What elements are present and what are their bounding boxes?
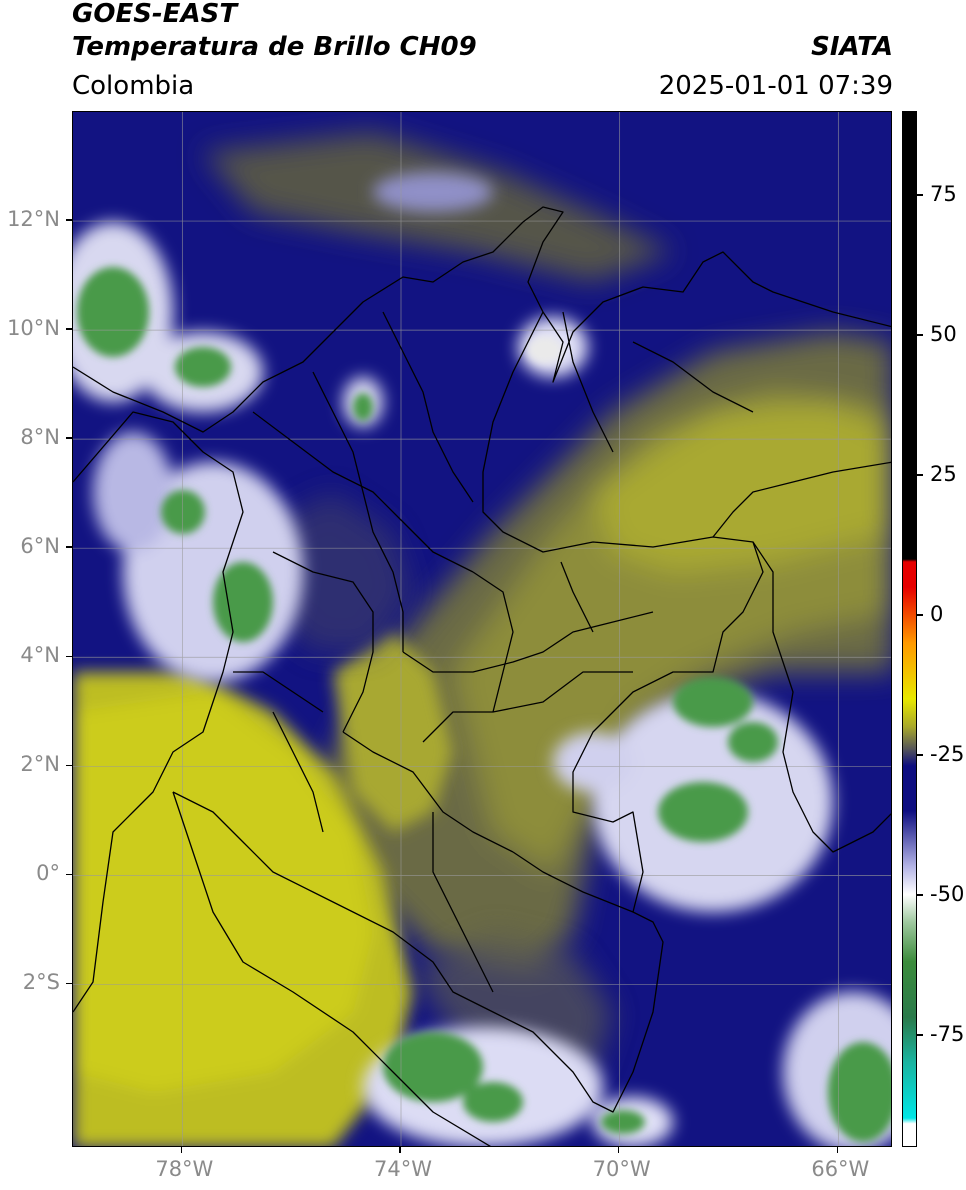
cold-cores: [77, 267, 891, 1142]
colorbar-label: 75: [930, 182, 957, 206]
lat-label: 2°S: [22, 970, 60, 995]
lon-label: 70°W: [592, 1157, 651, 1181]
lat-label: 10°N: [7, 316, 60, 341]
colorbar-label: 0: [930, 602, 944, 626]
lat-label: 6°N: [20, 534, 60, 559]
colorbar-label: -50: [930, 882, 965, 906]
brand-label: SIATA: [811, 32, 893, 62]
lon-label: 66°W: [811, 1157, 870, 1181]
lat-label: 8°N: [20, 425, 60, 450]
colorbar-tick: [917, 894, 923, 896]
colorbar-label: -25: [930, 742, 965, 766]
lat-label: 4°N: [20, 643, 60, 668]
region-label: Colombia: [72, 71, 195, 101]
datetime-label: 2025-01-01 07:39: [658, 71, 893, 101]
lat-tick: [66, 982, 72, 985]
graticule: [73, 112, 891, 1146]
yellow-region: [73, 632, 453, 1146]
lon-label: 74°W: [374, 1157, 432, 1181]
lat-tick: [66, 764, 72, 767]
colorbar-label: 25: [930, 462, 957, 486]
lat-label: 2°N: [20, 752, 60, 777]
product-title: Temperatura de Brillo CH09: [72, 32, 477, 62]
lat-tick: [66, 655, 72, 657]
lon-tick: [836, 1147, 839, 1153]
lon-tick: [180, 1147, 183, 1153]
lat-tick: [66, 546, 72, 548]
colorbar-tick: [917, 754, 923, 756]
satellite-map[interactable]: [72, 111, 892, 1147]
lon-tick: [617, 1147, 620, 1153]
colorbar-tick: [917, 194, 923, 196]
temperature-colorbar: [902, 111, 917, 1147]
map-canvas: [73, 112, 891, 1146]
lat-tick: [66, 437, 72, 439]
satellite-title: GOES-EAST: [72, 0, 238, 29]
lat-tick: [66, 873, 72, 876]
colorbar-label: -75: [930, 1022, 965, 1046]
lat-label: 0°: [36, 861, 60, 886]
lon-tick: [399, 1147, 401, 1153]
colorbar-label: 50: [930, 322, 957, 346]
lat-tick: [66, 219, 72, 221]
colorbar-tick: [917, 474, 923, 476]
borders: [73, 206, 891, 1146]
colorbar-tick: [917, 334, 923, 336]
lat-tick: [66, 328, 72, 330]
colorbar-tick: [917, 1034, 923, 1036]
lat-label: 12°N: [7, 207, 60, 232]
colorbar-tick: [917, 614, 923, 616]
lon-label: 78°W: [155, 1157, 214, 1181]
